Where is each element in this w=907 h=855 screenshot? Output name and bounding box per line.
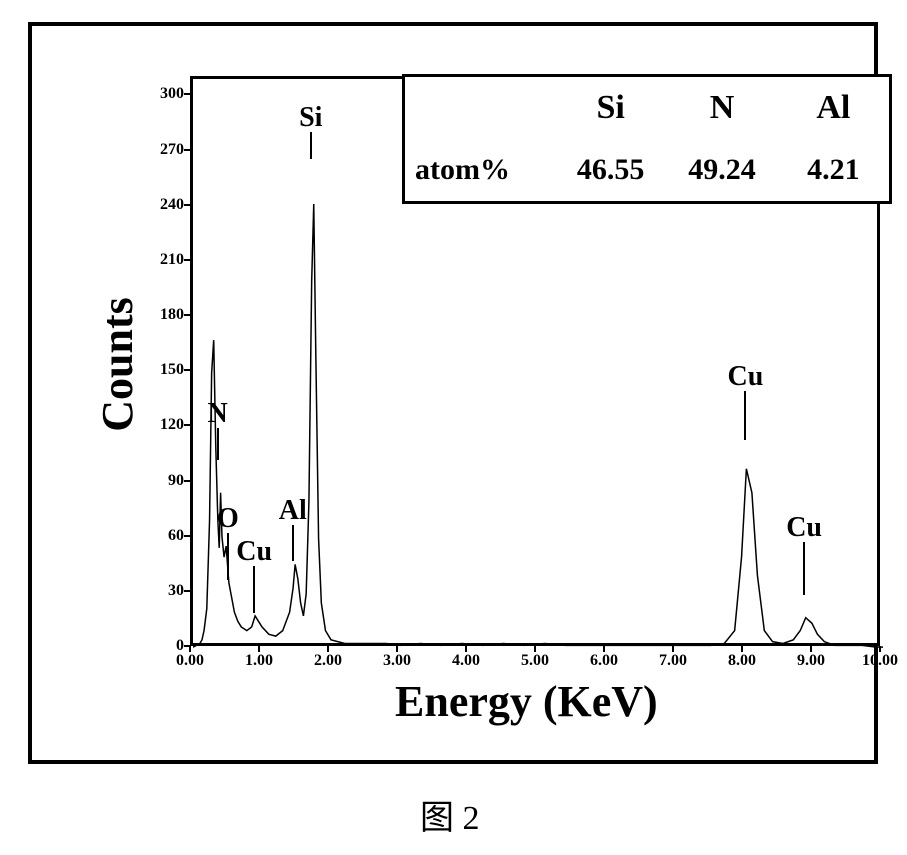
y-tick-label: 60 xyxy=(134,527,184,545)
figure-caption: 图 2 xyxy=(420,790,480,839)
x-tick-label: 9.00 xyxy=(797,652,825,670)
y-tick-mark xyxy=(184,204,190,206)
y-tick-label: 210 xyxy=(134,251,184,269)
y-tick-mark xyxy=(184,369,190,371)
y-tick-mark xyxy=(184,314,190,316)
y-axis-label: Counts xyxy=(92,297,143,432)
peak-label-cu: Cu xyxy=(723,361,767,393)
y-tick-mark xyxy=(184,424,190,426)
y-tick-label: 270 xyxy=(134,141,184,159)
y-tick-mark xyxy=(184,590,190,592)
peak-label-si: Si xyxy=(289,102,333,134)
peak-tick xyxy=(227,533,229,580)
x-tick-mark xyxy=(258,646,260,652)
x-tick-mark xyxy=(396,646,398,652)
x-tick-label: 2.00 xyxy=(314,652,342,670)
y-tick-mark xyxy=(184,93,190,95)
peak-tick xyxy=(217,428,219,461)
comp-header-n: N xyxy=(666,89,777,127)
x-tick-label: 7.00 xyxy=(659,652,687,670)
peak-tick xyxy=(310,132,312,159)
figure-container: 0306090120150180210240270300 0.001.002.0… xyxy=(0,0,907,855)
x-tick-label: 3.00 xyxy=(383,652,411,670)
x-tick-label: 4.00 xyxy=(452,652,480,670)
x-tick-mark xyxy=(672,646,674,652)
y-tick-mark xyxy=(184,149,190,151)
x-tick-mark xyxy=(879,646,881,652)
peak-tick xyxy=(744,391,746,440)
x-tick-label: 10.00 xyxy=(862,652,898,670)
peak-label-o: O xyxy=(206,503,250,535)
peak-label-cu: Cu xyxy=(232,536,276,568)
x-tick-label: 8.00 xyxy=(728,652,756,670)
peak-tick xyxy=(803,542,805,595)
comp-value-si: 46.55 xyxy=(555,153,666,187)
x-axis-label: Energy (KeV) xyxy=(395,676,658,727)
peak-label-cu: Cu xyxy=(782,512,826,544)
peak-label-n: N xyxy=(196,398,240,430)
x-tick-label: 1.00 xyxy=(245,652,273,670)
x-tick-mark xyxy=(810,646,812,652)
y-tick-mark xyxy=(184,535,190,537)
comp-row-label: atom% xyxy=(405,153,555,187)
peak-tick xyxy=(253,566,255,613)
y-tick-label: 240 xyxy=(134,196,184,214)
composition-table: Si N Al atom% 46.55 49.24 4.21 xyxy=(402,74,892,204)
x-tick-label: 0.00 xyxy=(176,652,204,670)
x-tick-label: 6.00 xyxy=(590,652,618,670)
outer-frame: 0306090120150180210240270300 0.001.002.0… xyxy=(28,22,878,764)
x-tick-mark xyxy=(189,646,191,652)
comp-header-si: Si xyxy=(555,89,666,127)
peak-tick xyxy=(292,525,294,561)
y-tick-label: 90 xyxy=(134,472,184,490)
comp-value-n: 49.24 xyxy=(666,153,777,187)
comp-header-al: Al xyxy=(778,89,889,127)
x-tick-label: 5.00 xyxy=(521,652,549,670)
x-tick-mark xyxy=(465,646,467,652)
y-tick-label: 30 xyxy=(134,582,184,600)
x-tick-mark xyxy=(741,646,743,652)
comp-value-al: 4.21 xyxy=(778,153,889,187)
peak-label-al: Al xyxy=(271,495,315,527)
y-tick-label: 300 xyxy=(134,85,184,103)
x-tick-mark xyxy=(603,646,605,652)
x-tick-mark xyxy=(327,646,329,652)
x-tick-mark xyxy=(534,646,536,652)
y-tick-mark xyxy=(184,480,190,482)
y-tick-mark xyxy=(184,259,190,261)
